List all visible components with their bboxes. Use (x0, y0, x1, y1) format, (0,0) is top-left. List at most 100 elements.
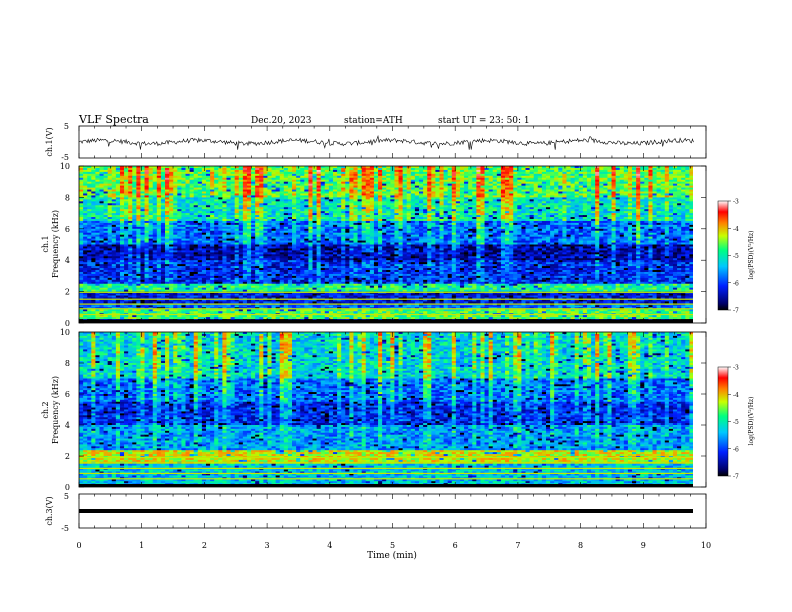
spectrogram-cell (611, 177, 617, 181)
spectrogram-cell (132, 211, 137, 214)
spectrogram-cell (341, 209, 346, 212)
spectrogram-cell (189, 197, 195, 200)
spectrogram-cell (435, 193, 440, 196)
spectrogram-cell (353, 175, 358, 179)
spectrogram-cell (353, 213, 358, 216)
spectrogram-cell (554, 179, 559, 183)
spectrogram-cell (99, 166, 104, 169)
spectrogram-cell (193, 207, 199, 210)
spectrogram-cell (181, 207, 186, 210)
spectrogram-cell (230, 197, 236, 200)
spectrogram-cell (79, 217, 84, 220)
spectrogram-cell (423, 197, 428, 200)
spectrogram-cell (279, 220, 285, 224)
spectrogram-cell (554, 187, 559, 190)
spectrogram-cell (349, 187, 354, 190)
spectrogram-cell (83, 205, 88, 208)
spectrogram-cell (439, 185, 444, 188)
spectrogram-cell (419, 169, 424, 173)
spectrogram-cell (300, 185, 305, 188)
spectrogram-cell (660, 183, 666, 187)
spectrogram-cell (242, 167, 248, 171)
spectrogram-cell (468, 183, 473, 187)
spectrogram-cell (619, 173, 625, 177)
spectrogram-cell (681, 209, 686, 212)
spectrogram-cell (496, 224, 502, 228)
spectrogram-cell (373, 195, 379, 198)
spectrogram-cell (87, 197, 92, 200)
spectrogram-cell (124, 175, 129, 179)
spectrogram-cell (99, 217, 104, 220)
spectrogram-cell (672, 224, 678, 228)
spectrogram-cell (312, 193, 317, 196)
spectrogram-cell (332, 218, 338, 222)
spectrogram-cell (222, 187, 227, 190)
spectrogram-cell (230, 169, 236, 173)
spectrogram-cell (193, 195, 199, 198)
spectrogram-cell (509, 189, 514, 192)
spectrogram-cell (205, 205, 211, 208)
spectrogram-cell (119, 224, 125, 228)
spectrogram-cell (582, 222, 588, 226)
spectrogram-cell (443, 187, 449, 190)
spectrogram-cell (226, 209, 231, 212)
spectrogram-cell (124, 218, 129, 222)
spectrogram-cell (648, 193, 653, 196)
spectrogram-cell (455, 217, 461, 220)
spectrogram-cell (668, 189, 674, 192)
spectrogram-cell (316, 181, 322, 185)
spectrogram-cell (156, 217, 162, 220)
spectrogram-cell (124, 181, 129, 185)
spectrogram-cell (222, 222, 227, 226)
spectrogram-cell (79, 187, 84, 190)
spectrogram-cell (83, 218, 88, 222)
spectrogram-cell (615, 169, 621, 173)
spectrogram-cell (545, 222, 551, 226)
spectrogram-cell (255, 218, 260, 222)
spectrogram-cell (365, 175, 371, 179)
spectrogram-cell (607, 185, 612, 188)
spectrogram-cell (644, 179, 649, 183)
spectrogram-cell (603, 185, 608, 188)
spectrogram-cell (525, 205, 531, 208)
spectrogram-cell (390, 173, 395, 177)
spectrogram-cell (353, 220, 358, 224)
spectrogram-cell (144, 203, 150, 206)
spectrogram-cell (210, 218, 215, 222)
spectrogram-cell (509, 169, 514, 173)
spectrogram-cell (345, 211, 350, 214)
spectrogram-cell (197, 220, 203, 224)
spectrogram-cell (353, 201, 358, 204)
spectrogram-cell (591, 187, 596, 190)
spectrogram-cell (521, 193, 526, 196)
spectrogram-cell (115, 209, 121, 212)
spectrogram-cell (476, 197, 481, 200)
spectrogram-cell (255, 228, 260, 232)
spectrogram-cell (263, 187, 268, 190)
spectrogram-cell (648, 173, 653, 177)
spectrogram-cell (148, 209, 154, 212)
spectrogram-cell (173, 175, 178, 179)
spectrogram-cell (226, 222, 231, 226)
spectrogram-cell (505, 213, 510, 216)
spectrogram-cell (181, 217, 186, 220)
spectrogram-cell (492, 199, 498, 202)
spectrogram-cell (640, 193, 645, 196)
spectrogram-cell (287, 167, 293, 171)
spectrogram-cell (279, 222, 285, 226)
spectrogram-cell (464, 211, 469, 214)
spectrogram-cell (132, 220, 137, 224)
spectrogram-cell (672, 179, 678, 183)
spectrogram-cell (533, 166, 539, 169)
spectrogram-cell (488, 181, 494, 185)
spectrogram-cell (545, 209, 551, 212)
spectrogram-cell (623, 191, 629, 194)
spectrogram-cell (656, 187, 662, 190)
spectrogram-cell (472, 205, 477, 208)
spectrogram-cell (160, 226, 166, 230)
spectrogram-cell (677, 166, 682, 169)
spectrogram-cell (238, 167, 244, 171)
spectrogram-cell (603, 197, 608, 200)
spectrogram-cell (95, 211, 100, 214)
spectrogram-cell (136, 183, 141, 187)
